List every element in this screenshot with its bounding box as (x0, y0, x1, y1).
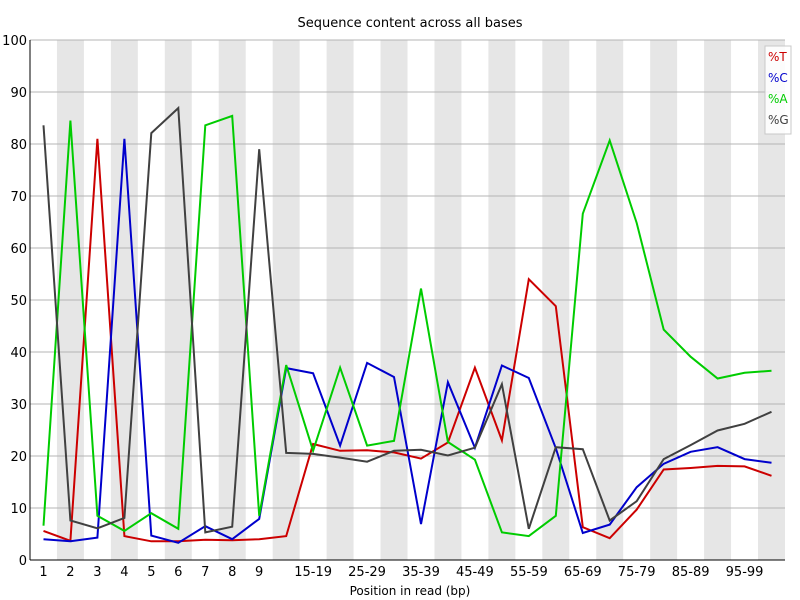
x-tick-label-45-49: 45-49 (456, 565, 494, 580)
y-tick-label-10: 10 (10, 502, 27, 517)
legend-entry-G: %G (768, 113, 789, 127)
y-tick-label-90: 90 (10, 86, 27, 101)
y-tick-label-60: 60 (10, 242, 27, 257)
y-tick-label-70: 70 (10, 190, 27, 205)
y-tick-label-20: 20 (10, 450, 27, 465)
x-tick-label-1: 1 (39, 565, 47, 580)
x-tick-label-25-29: 25-29 (348, 565, 386, 580)
x-tick-label-9: 9 (255, 565, 263, 580)
y-tick-label-30: 30 (10, 398, 27, 413)
x-tick-label-35-39: 35-39 (402, 565, 440, 580)
legend-entry-C: %C (768, 71, 788, 85)
x-axis-ticks: 1 2 3 4 5 6 7 8 9 15-19 25-29 35-39 45-49 55-59 65-69 7… (39, 565, 763, 580)
y-tick-label-80: 80 (10, 138, 27, 153)
legend-entry-A: %A (768, 92, 788, 106)
x-tick-label-7: 7 (201, 565, 209, 580)
x-tick-label-5: 5 (147, 565, 155, 580)
x-tick-label-65-69: 65-69 (564, 565, 602, 580)
x-tick-label-95-99: 95-99 (726, 565, 764, 580)
y-tick-label-50: 50 (10, 294, 27, 309)
x-tick-label-55-59: 55-59 (510, 565, 548, 580)
legend: %T %C %A %G (764, 45, 792, 135)
x-tick-label-15-19: 15-19 (294, 565, 332, 580)
legend-box (764, 45, 792, 135)
y-axis-ticks: 0 10 20 30 40 50 60 70 80 90 100 (2, 34, 27, 569)
x-tick-label-4: 4 (120, 565, 128, 580)
x-axis-title: Position in read (bp) (350, 584, 471, 598)
y-tick-label-40: 40 (10, 346, 27, 361)
series-line-A (42, 114, 772, 538)
x-tick-label-2: 2 (66, 565, 74, 580)
x-tick-label-8: 8 (228, 565, 236, 580)
series-lines (42, 105, 772, 544)
x-tick-label-85-89: 85-89 (672, 565, 710, 580)
series-line-G (42, 105, 772, 534)
y-tick-label-100: 100 (2, 34, 27, 49)
x-tick-label-6: 6 (174, 565, 182, 580)
legend-entry-T: %T (768, 50, 787, 64)
chart-title: Sequence content across all bases (297, 16, 522, 31)
y-tick-label-0: 0 (19, 554, 27, 569)
x-tick-label-3: 3 (93, 565, 101, 580)
x-tick-label-75-79: 75-79 (618, 565, 656, 580)
